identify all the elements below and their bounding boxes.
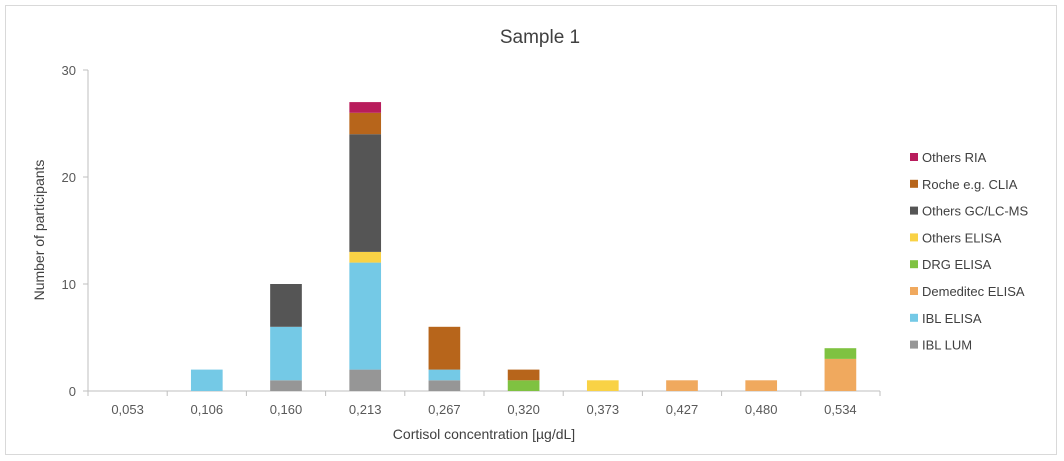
bar-segment: [745, 380, 778, 391]
bar-segment: [349, 262, 382, 370]
y-tick-label: 10: [62, 277, 76, 292]
legend-swatch: [910, 233, 918, 242]
legend-swatch: [910, 179, 918, 188]
legend-label: Others RIA: [922, 150, 987, 165]
legend-label: IBL ELISA: [922, 311, 982, 326]
bar-segment: [666, 380, 698, 391]
bar-segment: [507, 369, 540, 381]
bar-segment: [428, 369, 461, 381]
bar-segment: [270, 326, 302, 381]
y-axis: 0 10 20 30: [62, 63, 89, 399]
bar-segment: [349, 102, 382, 113]
chart-title: Sample 1: [500, 27, 580, 48]
bar-segment: [349, 369, 382, 391]
x-axis: 0,053 0,106 0,160 0,213 0,267 0,320 0,373 0,427…: [87, 390, 881, 417]
y-tick-label: 20: [62, 170, 76, 185]
bar-segment: [428, 380, 461, 391]
y-axis-title: Number of participants: [31, 160, 47, 301]
bar-segment: [349, 134, 382, 252]
bar-segment: [824, 348, 857, 359]
legend-label: Demeditec ELISA: [922, 284, 1025, 299]
bar-segment: [190, 369, 223, 391]
legend-swatch: [910, 313, 918, 322]
bar-segment: [270, 380, 302, 391]
legend-swatch: [910, 260, 918, 269]
bar-segment: [349, 251, 382, 263]
bar-segment: [586, 380, 619, 391]
bar-segment: [428, 326, 461, 370]
legend-swatch: [910, 287, 918, 295]
legend-swatch: [910, 206, 918, 215]
bar-segment: [270, 284, 302, 327]
y-tick-label: 30: [62, 63, 76, 78]
x-tick-label: 0,106: [191, 402, 224, 417]
legend-swatch: [910, 340, 918, 349]
x-tick-label: 0,320: [507, 402, 540, 417]
bar-segment: [349, 112, 382, 135]
bar-segment: [824, 358, 857, 391]
x-tick-label: 0,213: [349, 402, 382, 417]
x-axis-title: Cortisol concentration [µg/dL]: [393, 426, 575, 442]
x-tick-label: 0,427: [666, 402, 699, 417]
bars: [190, 102, 857, 391]
legend-label: Roche e.g. CLIA: [922, 177, 1018, 192]
x-tick-label: 0,053: [111, 402, 144, 417]
legend-label: DRG ELISA: [922, 257, 992, 272]
x-tick-label: 0,534: [824, 402, 857, 417]
x-tick-label: 0,267: [428, 402, 461, 417]
x-tick-label: 0,160: [270, 402, 303, 417]
x-tick-label: 0,373: [587, 402, 620, 417]
bar-segment: [507, 380, 540, 391]
legend: Others RIA Roche e.g. CLIA Others GC/LC-MS…: [910, 150, 1029, 353]
legend-label: Others ELISA: [922, 230, 1002, 245]
y-tick-label: 0: [69, 384, 76, 399]
legend-swatch: [910, 153, 918, 161]
x-tick-label: 0,480: [745, 402, 778, 417]
legend-label: IBL LUM: [922, 338, 972, 353]
legend-label: Others GC/LC-MS: [922, 204, 1029, 219]
